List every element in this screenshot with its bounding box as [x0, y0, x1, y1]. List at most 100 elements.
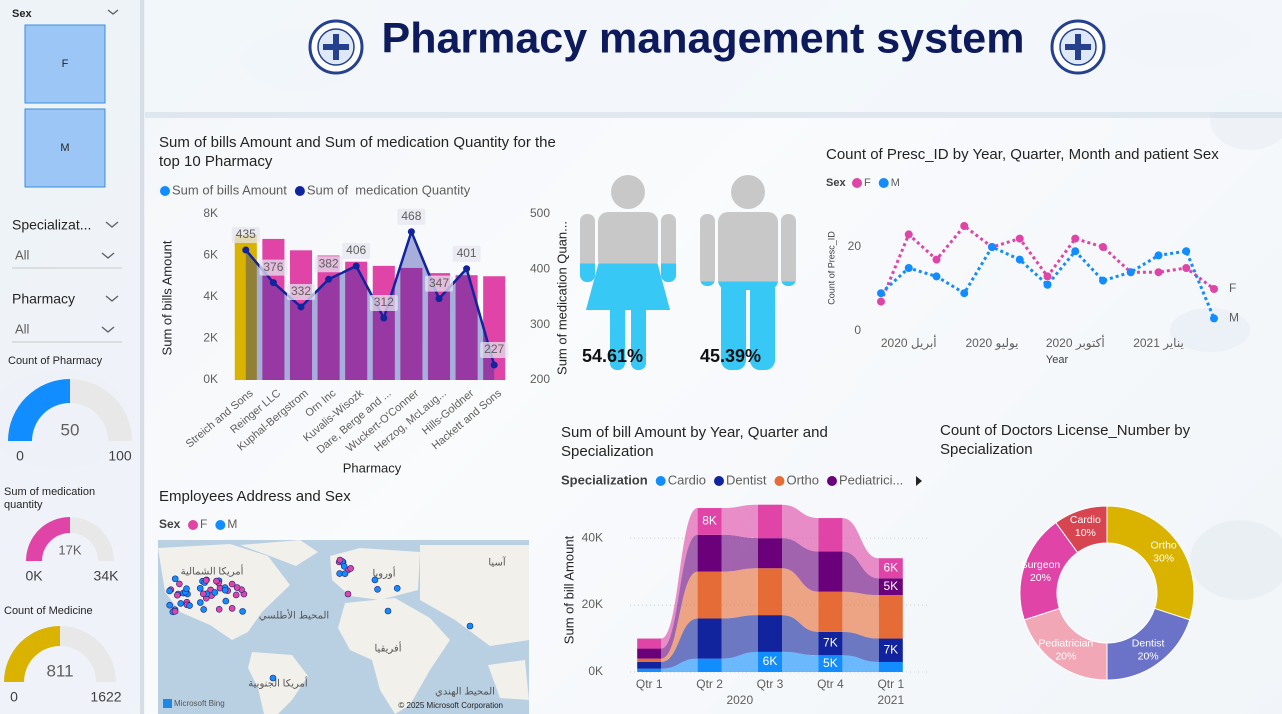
- line-marker: [1210, 285, 1218, 293]
- ribbon: [842, 518, 879, 579]
- slice-label: Ortho: [1150, 540, 1176, 552]
- gauge-value: [4, 626, 60, 682]
- x-axis-title: Year: [1046, 354, 1069, 366]
- data-label: 332: [291, 284, 311, 298]
- label-bg: [425, 275, 453, 292]
- chevron[interactable]: [105, 221, 119, 228]
- line-marker: [1210, 314, 1218, 323]
- map-point: [211, 589, 219, 596]
- ribbon: [661, 508, 698, 649]
- line-marker: [325, 275, 333, 283]
- label-bg: [287, 283, 315, 300]
- x-group-label: 2020: [726, 693, 753, 707]
- gauge-max-label: 100: [108, 448, 132, 464]
- x-tick-label: أبريل 2020: [881, 335, 937, 350]
- x-axis-title: Pharmacy: [343, 460, 402, 475]
- gauge-value-label: 17K: [58, 542, 81, 557]
- y-tick-label: 6K: [203, 248, 218, 262]
- map-point: [228, 580, 236, 588]
- label-bg: [397, 208, 426, 225]
- map-point: [166, 587, 173, 595]
- ribbon: [782, 504, 819, 552]
- slicer-option-label[interactable]: F: [62, 58, 69, 70]
- slice-label: Pediatrician: [1038, 637, 1093, 649]
- ribbon-column: [758, 615, 782, 652]
- data-label: 382: [319, 256, 339, 270]
- y2-axis-title: Sum of medication Quan...: [554, 221, 569, 375]
- ribbon: [661, 658, 698, 672]
- emblem: [1050, 19, 1106, 75]
- ribbon-column: [637, 658, 662, 662]
- map-point: [202, 577, 210, 584]
- gauge-min-label: 0: [16, 448, 24, 464]
- chevron[interactable]: [107, 9, 119, 15]
- chevron[interactable]: [105, 295, 119, 302]
- ribbon-column: [637, 638, 662, 649]
- ribbon-column: [758, 504, 782, 539]
- ribbon: [721, 504, 758, 539]
- legend-label: M: [227, 517, 237, 531]
- gauge-value: [8, 379, 70, 441]
- bar: [289, 250, 313, 380]
- ribbon: [661, 534, 698, 659]
- gauge-title: Sum of medication quantity: [4, 486, 96, 511]
- map-point: [239, 608, 246, 615]
- line-marker: [242, 246, 250, 254]
- legend-marker: [215, 520, 226, 530]
- chart-title: Sum of bills Amount and Sum of medicatio…: [159, 134, 556, 170]
- ribbon-column: [818, 551, 843, 592]
- ribbon-column: [637, 661, 662, 669]
- slicer-value[interactable]: All: [15, 321, 30, 336]
- dropdown-chevron[interactable]: [101, 252, 115, 259]
- series-end-label: F: [1229, 281, 1236, 295]
- map-place-label: المحيط الهندي: [435, 687, 495, 698]
- gauge-value: [26, 517, 70, 561]
- bing-logo: [163, 699, 172, 708]
- x-tick-label: Qtr 1: [636, 677, 663, 691]
- ribbon-column: [818, 631, 843, 656]
- line-marker: [1015, 255, 1024, 264]
- map-place-label: المحيط الأطلسي: [259, 610, 329, 622]
- y-axis-title: Sum of bill Amount: [561, 535, 576, 644]
- line-marker: [904, 264, 913, 272]
- map-point: [171, 608, 179, 615]
- data-label: 54.61%: [582, 346, 643, 366]
- slice-value-label: 30%: [1153, 553, 1174, 565]
- emblem: [308, 19, 364, 75]
- bar: [372, 265, 395, 380]
- legend-title: Sex: [826, 177, 846, 189]
- line-marker: [1071, 247, 1080, 256]
- slicer-value[interactable]: All: [15, 247, 30, 262]
- map-place-label: أمريكا الجنوبية: [248, 677, 308, 690]
- chart-title: Sum of bill Amount by Year, Quarter and …: [561, 424, 828, 460]
- slicer-option[interactable]: [24, 108, 106, 188]
- data-label: 406: [346, 243, 366, 257]
- map-point: [176, 580, 183, 588]
- ribbon-column: [758, 651, 782, 672]
- line-marker: [1071, 234, 1080, 243]
- label-bg: [231, 226, 260, 243]
- y2-tick-label: 200: [530, 372, 550, 386]
- map-place-label: آسيا: [488, 556, 506, 569]
- map-attribution: © 2025 Microsoft Corporation: [398, 701, 503, 710]
- ribbon-column: [637, 668, 662, 672]
- ribbon: [721, 651, 758, 672]
- x-tick-label: Qtr 2: [696, 677, 723, 691]
- series-end-label: M: [1229, 311, 1239, 325]
- slicer-option-label[interactable]: M: [60, 142, 69, 154]
- donut-slice: [1055, 505, 1108, 554]
- ribbon-column: [878, 578, 903, 596]
- gauge-value-label: 811: [46, 661, 73, 680]
- map-points: [166, 556, 474, 682]
- ribbon-column: [697, 534, 722, 572]
- legend-marker: [655, 476, 666, 486]
- line-marker: [490, 361, 498, 369]
- y-tick-label: 8K: [203, 206, 218, 220]
- label-bg: [259, 259, 288, 276]
- legend-label: F: [200, 517, 207, 531]
- ribbon: [661, 571, 698, 662]
- map-point: [344, 590, 352, 598]
- line-marker: [1154, 268, 1163, 277]
- slicer-option[interactable]: [24, 24, 106, 104]
- dropdown-chevron[interactable]: [101, 326, 115, 333]
